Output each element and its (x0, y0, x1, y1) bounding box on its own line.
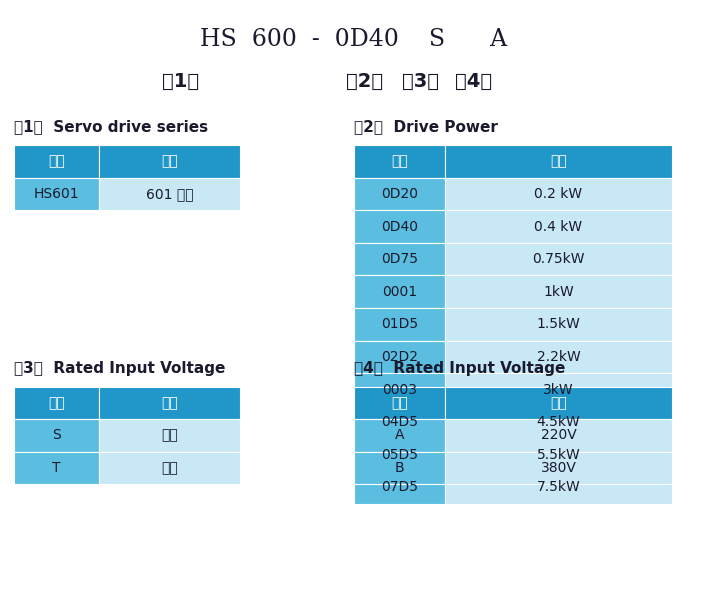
Text: 记号: 记号 (48, 396, 65, 410)
FancyBboxPatch shape (445, 178, 672, 210)
Text: 1kW: 1kW (543, 284, 574, 299)
FancyBboxPatch shape (354, 406, 445, 439)
Text: 【1】  Servo drive series: 【1】 Servo drive series (14, 120, 209, 134)
Text: 0D75: 0D75 (381, 252, 418, 266)
FancyBboxPatch shape (354, 145, 445, 178)
Text: 规格: 规格 (161, 154, 178, 169)
FancyBboxPatch shape (14, 452, 99, 484)
FancyBboxPatch shape (99, 387, 240, 419)
Text: 4.5kW: 4.5kW (537, 415, 580, 429)
FancyBboxPatch shape (445, 341, 672, 373)
FancyBboxPatch shape (354, 439, 445, 471)
FancyBboxPatch shape (445, 439, 672, 471)
Text: 1.5kW: 1.5kW (537, 317, 580, 332)
Text: 单相: 单相 (161, 428, 178, 443)
Text: 【3】  Rated Input Voltage: 【3】 Rated Input Voltage (14, 361, 226, 376)
Text: 7.5kW: 7.5kW (537, 480, 580, 495)
Text: 07D5: 07D5 (381, 480, 418, 495)
FancyBboxPatch shape (445, 373, 672, 406)
Text: 0003: 0003 (382, 382, 417, 397)
Text: 【4】: 【4】 (455, 72, 492, 91)
Text: 规格: 规格 (550, 396, 567, 410)
Text: 【2】: 【2】 (346, 72, 382, 91)
Text: 01D5: 01D5 (381, 317, 418, 332)
FancyBboxPatch shape (445, 243, 672, 275)
Text: 05D5: 05D5 (381, 448, 418, 462)
Text: T: T (52, 461, 61, 475)
Text: 0.75kW: 0.75kW (532, 252, 585, 266)
Text: 0.4 kW: 0.4 kW (534, 219, 583, 234)
FancyBboxPatch shape (14, 145, 99, 178)
Text: 规格: 规格 (161, 396, 178, 410)
FancyBboxPatch shape (354, 275, 445, 308)
FancyBboxPatch shape (445, 145, 672, 178)
Text: 380V: 380V (541, 461, 576, 475)
Text: 【2】  Drive Power: 【2】 Drive Power (354, 120, 498, 134)
FancyBboxPatch shape (445, 471, 672, 504)
Text: A: A (395, 428, 404, 443)
Text: 02D2: 02D2 (381, 350, 418, 364)
FancyBboxPatch shape (99, 419, 240, 452)
Text: 601 系列: 601 系列 (146, 187, 194, 201)
Text: 5.5kW: 5.5kW (537, 448, 580, 462)
FancyBboxPatch shape (445, 406, 672, 439)
FancyBboxPatch shape (354, 308, 445, 341)
Text: 0.2 kW: 0.2 kW (534, 187, 583, 201)
Text: 记号: 记号 (48, 154, 65, 169)
Text: 2.2kW: 2.2kW (537, 350, 580, 364)
FancyBboxPatch shape (354, 178, 445, 210)
FancyBboxPatch shape (354, 210, 445, 243)
Text: B: B (395, 461, 404, 475)
Text: 【4】  Rated Input Voltage: 【4】 Rated Input Voltage (354, 361, 565, 376)
FancyBboxPatch shape (99, 178, 240, 210)
Text: 记号: 记号 (391, 396, 408, 410)
Text: 【3】: 【3】 (402, 72, 439, 91)
Text: 【1】: 【1】 (162, 72, 199, 91)
Text: 记号: 记号 (391, 154, 408, 169)
FancyBboxPatch shape (354, 419, 445, 452)
FancyBboxPatch shape (354, 341, 445, 373)
FancyBboxPatch shape (445, 419, 672, 452)
FancyBboxPatch shape (445, 308, 672, 341)
Text: 0001: 0001 (382, 284, 417, 299)
FancyBboxPatch shape (445, 387, 672, 419)
Text: HS601: HS601 (34, 187, 79, 201)
Text: 04D5: 04D5 (381, 415, 418, 429)
FancyBboxPatch shape (354, 452, 445, 484)
FancyBboxPatch shape (354, 243, 445, 275)
Text: 三相: 三相 (161, 461, 178, 475)
FancyBboxPatch shape (99, 452, 240, 484)
FancyBboxPatch shape (445, 452, 672, 484)
Text: 规格: 规格 (550, 154, 567, 169)
FancyBboxPatch shape (354, 373, 445, 406)
FancyBboxPatch shape (445, 275, 672, 308)
Text: S: S (52, 428, 61, 443)
FancyBboxPatch shape (354, 387, 445, 419)
FancyBboxPatch shape (14, 387, 99, 419)
Text: 0D20: 0D20 (381, 187, 418, 201)
FancyBboxPatch shape (354, 471, 445, 504)
Text: HS  600  -  0D40    S      A: HS 600 - 0D40 S A (200, 28, 507, 51)
FancyBboxPatch shape (445, 210, 672, 243)
FancyBboxPatch shape (14, 419, 99, 452)
FancyBboxPatch shape (14, 178, 99, 210)
FancyBboxPatch shape (99, 145, 240, 178)
Text: 0D40: 0D40 (381, 219, 418, 234)
Text: 3kW: 3kW (543, 382, 574, 397)
Text: 220V: 220V (541, 428, 576, 443)
